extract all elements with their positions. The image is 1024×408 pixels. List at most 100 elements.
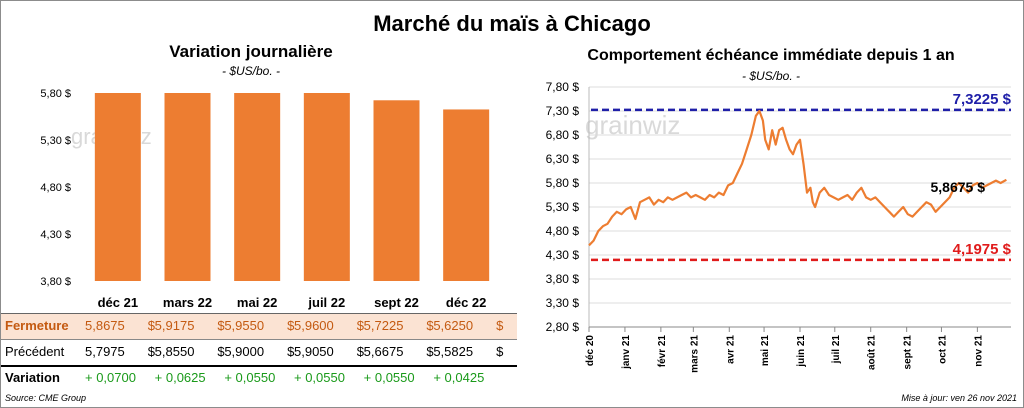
cell-unit: $ <box>217 318 225 333</box>
cell-value: + 0,0425 <box>433 370 485 385</box>
table-cell-close: 5,7225 $ <box>364 318 434 333</box>
reference-line-label: 4,1975 $ <box>953 241 1012 258</box>
cell-value: + 0,0625 <box>154 370 206 385</box>
x-tick-label: juin 21 <box>796 335 807 368</box>
y-tick-label: 7,80 $ <box>546 80 580 94</box>
cell-unit: $ <box>356 318 364 333</box>
x-tick-label: nov 21 <box>973 335 984 367</box>
cell-unit: $ <box>147 344 155 359</box>
main-title: Marché du maïs à Chicago <box>373 11 651 36</box>
table-row-previous: Précédent 5,7975 $5,8550 $5,9000 $5,9050 $5,… <box>1 339 517 365</box>
right-chart-subtitle: - $US/bo. - <box>741 69 801 83</box>
table-cell-previous: 5,9000 $ <box>224 344 294 359</box>
x-tick-label: sept 22 <box>374 295 419 310</box>
table-cell-close: 5,9600 $ <box>294 318 364 333</box>
bar <box>443 109 490 281</box>
y-tick-label: 5,30 $ <box>40 135 71 147</box>
y-tick-label: 2,80 $ <box>546 320 580 334</box>
price-table: Fermeture 5,8675 $5,9175 $5,9550 $5,9600 $5,… <box>1 313 517 393</box>
update-date: Mise à jour: ven 26 nov 2021 <box>901 393 1017 403</box>
table-cell-previous: 5,9050 $ <box>294 344 364 359</box>
x-tick-label: oct 21 <box>937 335 948 364</box>
bar <box>234 93 281 281</box>
table-cell-close: 5,8675 $ <box>85 318 155 333</box>
table-cell-variation: + 0,0700 <box>85 370 155 385</box>
front-month-line-chart: grainwiz 2,80 $3,30 $3,80 $4,30 $4,80 $5… <box>546 80 1012 373</box>
x-tick-label: mars 22 <box>163 295 212 310</box>
cell-unit: $ <box>496 318 504 333</box>
x-tick-label: juil 22 <box>307 295 345 310</box>
y-tick-label: 3,30 $ <box>546 296 580 310</box>
x-tick-label: mars 21 <box>689 335 700 373</box>
cell-value: 5,5825 <box>433 344 474 359</box>
x-tick-label: sept 21 <box>903 335 914 370</box>
x-tick-label: déc 21 <box>98 295 138 310</box>
daily-variation-bar-chart: grainwiz 3,80 $4,30 $4,80 $5,30 $5,80 $ … <box>40 88 490 310</box>
right-chart-title: Comportement échéance immédiate depuis 1… <box>587 47 955 64</box>
y-tick-label: 5,30 $ <box>546 200 580 214</box>
x-tick-label: mai 22 <box>237 295 277 310</box>
table-cell-close: 5,9550 $ <box>224 318 294 333</box>
row-label-variation: Variation <box>5 370 60 385</box>
y-tick-label: 4,30 $ <box>40 229 71 241</box>
x-tick-label: août 21 <box>867 335 878 370</box>
price-series-line <box>588 109 1007 247</box>
x-tick-label: juil 21 <box>831 335 842 365</box>
cell-value: 5,9050 <box>294 344 334 359</box>
table-cell-previous: 5,6675 $ <box>364 344 434 359</box>
y-tick-label: 4,30 $ <box>546 248 580 262</box>
cell-value: 5,7225 <box>363 318 404 333</box>
y-tick-label: 4,80 $ <box>40 182 71 194</box>
table-cell-previous: 5,7975 $ <box>85 344 155 359</box>
cell-value: 5,9175 <box>154 318 195 333</box>
cell-value: 5,6675 <box>363 344 404 359</box>
y-tick-label: 4,80 $ <box>546 224 580 238</box>
cell-value: 5,6250 <box>433 318 474 333</box>
table-cell-close: 5,6250 $ <box>433 318 503 333</box>
row-label-close: Fermeture <box>5 318 69 333</box>
last-value-label: 5,8675 $ <box>931 179 986 195</box>
left-chart-title: Variation journalière <box>169 42 333 61</box>
y-tick-label: 6,80 $ <box>546 128 580 142</box>
bar <box>303 93 350 281</box>
cell-value: 5,8550 <box>154 344 195 359</box>
cell-value: + 0,0700 <box>85 370 136 385</box>
cell-unit: $ <box>426 318 434 333</box>
table-cell-previous: 5,8550 $ <box>155 344 225 359</box>
left-chart-subtitle: - $US/bo. - <box>221 64 281 78</box>
cell-unit: $ <box>217 344 225 359</box>
cell-unit: $ <box>356 344 364 359</box>
cell-value: 5,8675 <box>85 318 125 333</box>
x-tick-label: avr 21 <box>725 335 736 364</box>
bar <box>94 93 141 281</box>
x-tick-label: mai 21 <box>760 335 771 367</box>
reference-line-label: 7,3225 $ <box>953 91 1012 108</box>
y-tick-label: 7,30 $ <box>546 104 580 118</box>
table-cell-variation: + 0,0625 <box>155 370 225 385</box>
y-tick-label: 6,30 $ <box>546 152 580 166</box>
y-tick-label: 3,80 $ <box>546 272 580 286</box>
table-row-close: Fermeture 5,8675 $5,9175 $5,9550 $5,9600 $5,… <box>1 313 517 339</box>
cell-unit: $ <box>426 344 434 359</box>
cell-value: + 0,0550 <box>294 370 345 385</box>
cell-value: + 0,0550 <box>224 370 276 385</box>
table-cell-previous: 5,5825 $ <box>433 344 503 359</box>
table-cell-variation: + 0,0550 <box>364 370 434 385</box>
bar <box>164 93 211 281</box>
cell-value: 5,7975 <box>85 344 125 359</box>
y-tick-label: 5,80 $ <box>40 88 71 100</box>
table-divider <box>1 339 517 340</box>
row-label-previous: Précédent <box>5 344 65 359</box>
table-cell-variation: + 0,0550 <box>224 370 294 385</box>
cell-unit: $ <box>287 318 295 333</box>
cell-unit: $ <box>496 344 504 359</box>
y-tick-label: 3,80 $ <box>40 276 71 288</box>
table-row-variation: Variation + 0,0700 + 0,0625 + 0,0550 + 0,05… <box>1 365 517 391</box>
cell-unit: $ <box>287 344 295 359</box>
table-cell-variation: + 0,0425 <box>433 370 503 385</box>
x-tick-label: déc 20 <box>585 335 596 367</box>
cell-unit: $ <box>147 318 155 333</box>
table-divider <box>1 313 517 314</box>
table-cell-variation: + 0,0550 <box>294 370 364 385</box>
